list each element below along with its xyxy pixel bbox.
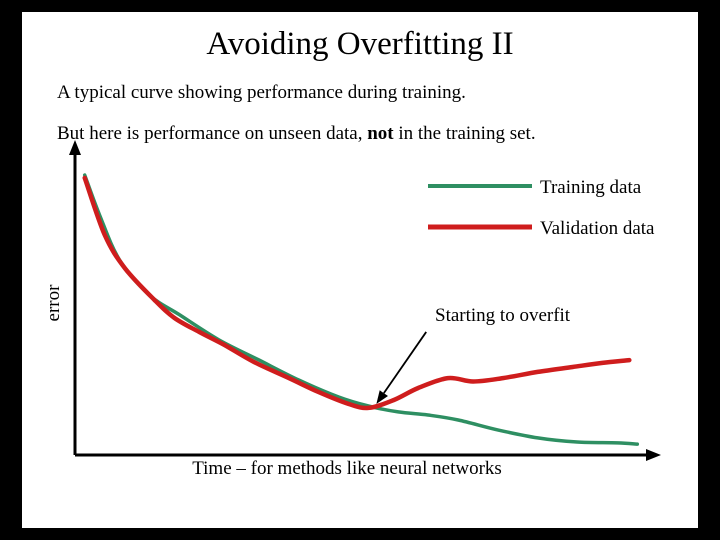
curve-validation <box>82 175 632 411</box>
legend-label-validation: Validation data <box>540 218 655 239</box>
subtitle-line-2: But here is performance on unseen data, … <box>57 123 536 145</box>
overfit-annotation: Starting to overfit <box>435 305 571 326</box>
legend-swatches-group <box>428 184 532 230</box>
subtitle-line-1: A typical curve showing performance duri… <box>57 82 466 103</box>
subtitle-line-2-suffix: in the training set. <box>393 123 536 144</box>
annotation-arrow <box>376 331 427 404</box>
slide-title: Avoiding Overfitting II <box>206 26 514 62</box>
x-axis-arrowhead-icon <box>646 449 661 461</box>
y-axis-arrowhead-icon <box>69 140 81 155</box>
chart-canvas <box>69 140 661 461</box>
slide: Avoiding Overfitting II A typical curve … <box>22 12 698 528</box>
annotation-arrow-line <box>383 331 427 394</box>
annotation-arrowhead-icon <box>376 390 388 404</box>
subtitle-line-2-prefix: But here is performance on unseen data, <box>57 123 368 144</box>
legend-label-training: Training data <box>540 177 642 198</box>
curves-group <box>82 173 640 446</box>
subtitle-line-2-bold: not <box>367 123 394 144</box>
x-axis-label: Time – for methods like neural networks <box>192 458 502 479</box>
